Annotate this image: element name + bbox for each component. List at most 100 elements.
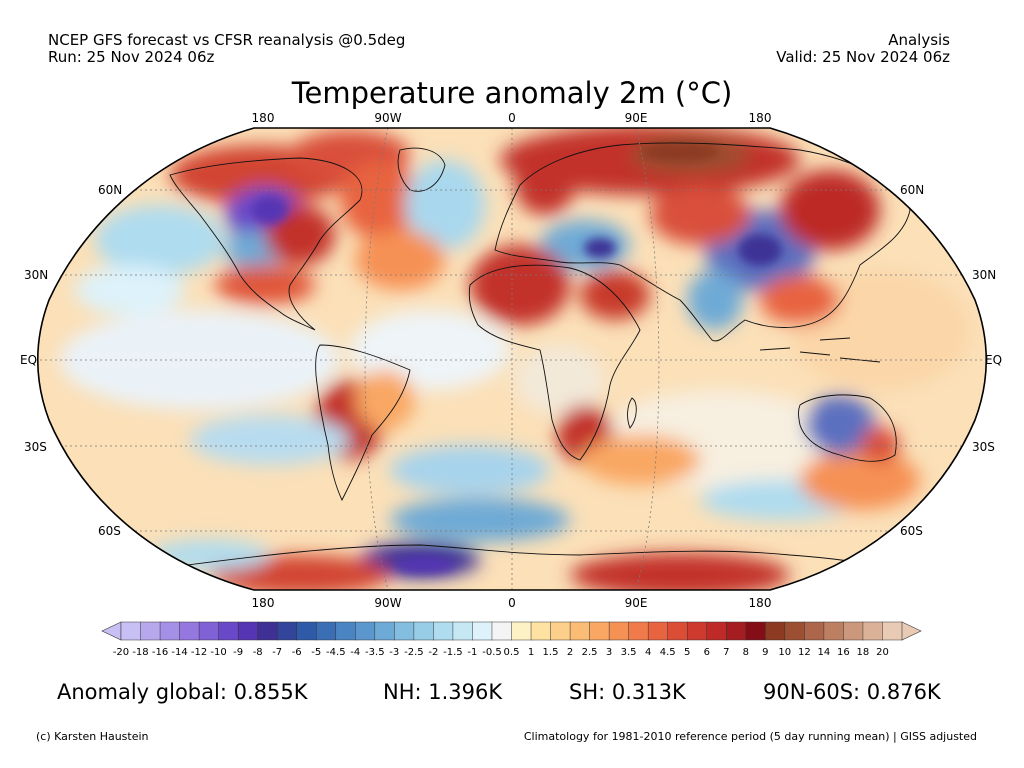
colorbar-cell xyxy=(530,621,552,641)
colorbar-tick-label: 9 xyxy=(762,647,769,658)
colorbar-cell xyxy=(647,621,669,641)
colorbar-tick-label: -3.5 xyxy=(365,647,385,658)
colorbar xyxy=(101,621,922,641)
colorbar-cell xyxy=(198,621,220,641)
colorbar-cell xyxy=(784,621,805,641)
colorbar-cell xyxy=(472,621,493,641)
colorbar-cell xyxy=(218,621,239,641)
colorbar-tick-label: 5 xyxy=(684,647,691,658)
lon-label-top-180w: 180 xyxy=(251,111,275,125)
colorbar-cell xyxy=(706,621,727,641)
colorbar-tick-label: -4 xyxy=(350,647,361,658)
indonesia-outline xyxy=(759,337,881,363)
colorbar-cell xyxy=(550,621,571,641)
colorbar-tick-label: 2.5 xyxy=(581,647,598,658)
colorbar-tick-label: 1.5 xyxy=(542,647,559,658)
colorbar-tick-label: -7 xyxy=(272,647,283,658)
colorbar-tick-label: -2.5 xyxy=(404,647,424,658)
colorbar-cell xyxy=(765,621,786,641)
colorbar-tick-label: 7 xyxy=(723,647,730,658)
colorbar-tick-label: -5 xyxy=(311,647,322,658)
lon-label-bottom-90w: 90W xyxy=(374,596,402,610)
colorbar-tick-label: 4 xyxy=(645,647,652,658)
colorbar-cell xyxy=(843,621,864,641)
colorbar-cell xyxy=(862,621,884,641)
lon-label-bottom-0: 0 xyxy=(508,596,516,610)
colorbar-cell xyxy=(628,621,649,641)
model-info-label: NCEP GFS forecast vs CFSR reanalysis @0.… xyxy=(48,31,406,49)
africa-outline xyxy=(468,264,641,461)
analysis-label: Analysis xyxy=(888,31,950,49)
lon-label-bottom-180e: 180 xyxy=(748,596,772,610)
colorbar-cell xyxy=(882,621,903,641)
climatology-note: Climatology for 1981-2010 reference peri… xyxy=(523,730,977,743)
lat-label-left-60n: 60N xyxy=(98,183,123,197)
colorbar-cell xyxy=(394,621,415,641)
colorbar-labels: -20 -18 -16 -14 -12 -10 -9 -8 -7 -6 -5 -4.5 -4 -3.5 -3… xyxy=(0,647,1024,661)
colorbar-cell xyxy=(140,621,161,641)
colorbar-cell xyxy=(433,621,454,641)
lat-label-right-eq: EQ xyxy=(985,353,1003,367)
colorbar-tick-label: 4.5 xyxy=(659,647,676,658)
colorbar-cell xyxy=(745,621,766,641)
arctic-stat: 90N-60S: 0.876K xyxy=(763,680,941,704)
colorbar-cell xyxy=(276,621,298,641)
lat-label-left-eq: EQ xyxy=(20,353,38,367)
colorbar-cell xyxy=(296,621,317,641)
lat-label-right-60s: 60S xyxy=(900,524,923,538)
graticule xyxy=(37,128,987,590)
lat-label-left-30n: 30N xyxy=(24,268,49,282)
colorbar-tick-label: 6 xyxy=(703,647,710,658)
colorbar-tick-label: 0.5 xyxy=(503,647,520,658)
colorbar-cell xyxy=(569,621,591,641)
colorbar-cell xyxy=(413,621,434,641)
run-time-label: Run: 25 Nov 2024 06z xyxy=(48,48,215,66)
lat-label-left-60s: 60S xyxy=(98,524,121,538)
colorbar-tick-label: -1.5 xyxy=(443,647,463,658)
lon-label-top-0: 0 xyxy=(508,111,516,125)
colorbar-tick-label: -0.5 xyxy=(482,647,502,658)
sh-stat: SH: 0.313K xyxy=(569,680,686,704)
south-america-outline xyxy=(315,344,411,502)
colorbar-tick-label: -20 xyxy=(112,647,130,658)
colorbar-tick-label: 10 xyxy=(778,647,792,658)
antarctica-outline xyxy=(149,544,941,586)
colorbar-low-arrow xyxy=(101,621,122,641)
colorbar-cell xyxy=(237,621,259,641)
colorbar-cell xyxy=(159,621,181,641)
colorbar-high-arrow xyxy=(901,621,922,641)
colorbar-tick-label: -10 xyxy=(210,647,227,658)
colorbar-cell xyxy=(804,621,825,641)
map-title: Temperature anomaly 2m (°C) xyxy=(291,76,733,110)
colorbar-cell xyxy=(120,621,142,641)
colorbar-cell xyxy=(491,621,513,641)
colorbar-cell xyxy=(608,621,630,641)
lon-label-top-180e: 180 xyxy=(748,111,772,125)
colorbar-cell xyxy=(257,621,278,641)
colorbar-cell xyxy=(335,621,356,641)
colorbar-tick-label: -2 xyxy=(428,647,439,658)
globe-outline xyxy=(36,127,988,591)
colorbar-tick-label: 14 xyxy=(817,647,831,658)
colorbar-cell xyxy=(179,621,200,641)
colorbar-cell xyxy=(726,621,747,641)
colorbar-tick-label: -9 xyxy=(233,647,244,658)
north-america-outline xyxy=(169,157,363,331)
colorbar-tick-label: 1 xyxy=(527,647,535,658)
colorbar-tick-label: -3 xyxy=(389,647,400,658)
colorbar-tick-label: -1 xyxy=(467,647,478,658)
australia-outline xyxy=(798,394,897,462)
colorbar-tick-label: 12 xyxy=(798,647,811,658)
greenland-outline xyxy=(397,147,446,192)
valid-time-label: Valid: 25 Nov 2024 06z xyxy=(776,48,950,66)
colorbar-tick-label: 2 xyxy=(566,647,574,658)
colorbar-cell xyxy=(316,621,337,641)
colorbar-tick-label: -14 xyxy=(171,647,188,658)
colorbar-cells xyxy=(101,621,922,641)
lon-label-bottom-180w: 180 xyxy=(251,596,275,610)
copyright-label: (c) Karsten Haustein xyxy=(36,730,149,743)
colorbar-cell xyxy=(667,621,688,641)
colorbar-tick-label: 8 xyxy=(742,647,749,658)
colorbar-tick-label: -4.5 xyxy=(326,647,346,658)
lat-label-left-30s: 30S xyxy=(24,440,47,454)
